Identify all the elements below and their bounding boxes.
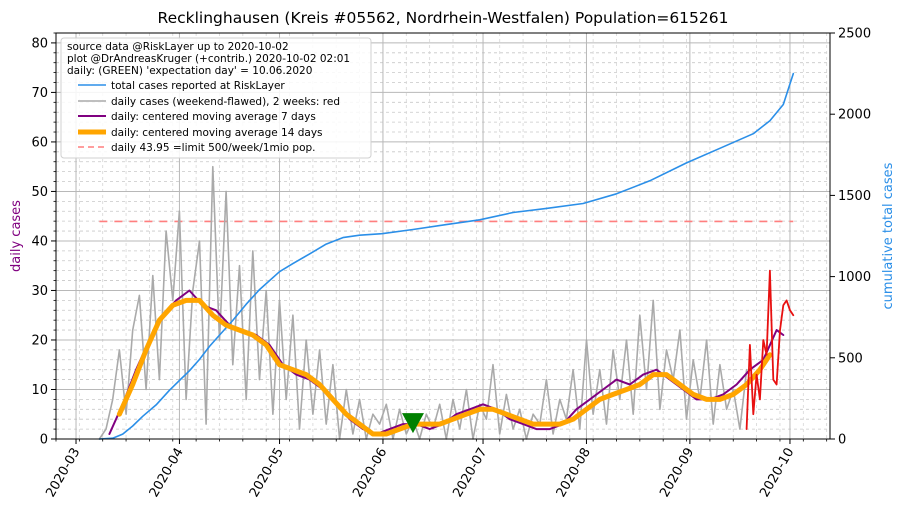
y-tick-label-right: 2000 [838,108,871,123]
y-tick-label-left: 30 [31,284,48,299]
y-tick-label-right: 500 [838,351,863,366]
y-axis-label-left: daily cases [9,200,24,272]
legend-header-line: daily: (GREEN) 'expectation day' = 10.06… [67,65,312,77]
y-tick-label-left: 40 [31,234,48,249]
y-tick-label-right: 0 [838,433,846,448]
legend-entry-limit: daily 43.95 =limit 500/week/1mio pop. [111,142,316,154]
y-tick-label-left: 20 [31,333,48,348]
legend-header-line: plot @DrAndreasKruger (+contrib.) 2020-1… [67,53,350,65]
series-line-total [98,72,795,440]
series-line-ma14 [116,297,773,437]
legend-entry-daily: daily cases (weekend-flawed), 2 weeks: r… [111,96,340,108]
y-tick-label-right: 1000 [838,270,871,285]
legend: source data @RiskLayer up to 2020-10-02 … [60,37,372,159]
left-axis: 0 10 20 30 40 50 60 70 80 [31,32,56,448]
legend-box [60,37,372,159]
legend-header-line: source data @RiskLayer up to 2020-10-02 [67,41,289,53]
y-tick-label-right: 1500 [838,189,871,204]
legend-entry-ma14: daily: centered moving average 14 days [111,127,323,139]
y-tick-label-left: 50 [31,185,48,200]
series-layer [98,72,795,440]
y-tick-label-left: 60 [31,135,48,150]
plot-frame [55,32,831,440]
y-axis-label-right: cumulative total cases [881,162,896,309]
y-tick-label-left: 10 [31,383,48,398]
y-tick-label-left: 80 [31,36,48,51]
y-tick-label-left: 0 [40,433,48,448]
right-axis: 0 500 1000 1500 2000 2500 [830,27,871,448]
legend-entry-total: total cases reported at RiskLayer [111,80,285,92]
legend-entry-ma7: daily: centered moving average 7 days [111,111,316,123]
series-line-daily_recent [745,269,795,431]
y-tick-label-right: 2500 [838,27,871,42]
marker-layer [401,413,424,434]
expectation-day-marker [401,413,424,434]
y-tick-label-left: 70 [31,86,48,101]
chart-title: Recklinghausen (Kreis #05562, Nordrhein-… [158,9,729,27]
